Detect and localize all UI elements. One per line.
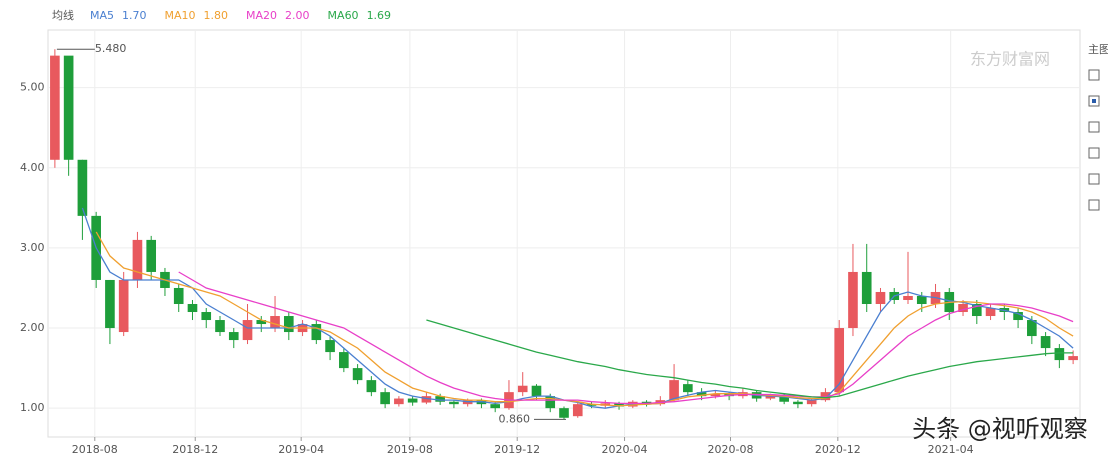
candle-body bbox=[572, 404, 583, 417]
candle-body bbox=[710, 393, 721, 397]
candle-body bbox=[586, 404, 597, 406]
legend-name: MA10 bbox=[165, 9, 196, 22]
candle-body bbox=[435, 396, 445, 402]
plot-frame bbox=[47, 29, 1081, 438]
candle-body bbox=[132, 239, 143, 280]
x-tick-label: 2019-04 bbox=[278, 443, 324, 456]
candle-body bbox=[861, 271, 872, 305]
candle-body bbox=[256, 320, 267, 325]
candle-body bbox=[1054, 348, 1065, 361]
annotation-label: 5.480 bbox=[95, 42, 127, 55]
candle-body bbox=[779, 396, 789, 402]
candle-body bbox=[683, 384, 693, 393]
ma-line bbox=[178, 271, 1074, 405]
candle-body bbox=[1027, 320, 1037, 337]
y-tick-label: 1.00 bbox=[20, 401, 45, 414]
candle-body bbox=[517, 385, 528, 393]
candle-body bbox=[490, 404, 501, 409]
candle-body bbox=[187, 304, 198, 313]
candle-body bbox=[215, 320, 225, 333]
candle-body bbox=[407, 398, 418, 403]
legend-value: 1.80 bbox=[204, 9, 229, 22]
candle-body bbox=[146, 239, 157, 272]
candle-body bbox=[242, 320, 253, 341]
ma-line bbox=[81, 207, 1074, 409]
footer-watermark: 头条 @视听观察 bbox=[912, 415, 1088, 443]
candle-body bbox=[105, 279, 115, 329]
x-tick-label: 2018-12 bbox=[172, 443, 218, 456]
candle-body bbox=[765, 396, 776, 399]
candle-body bbox=[806, 400, 817, 405]
candle-body bbox=[228, 332, 239, 341]
candle-body bbox=[545, 396, 556, 409]
candle-body bbox=[958, 304, 968, 313]
watermark: 东方财富网 bbox=[970, 50, 1050, 69]
candle-body bbox=[325, 340, 335, 353]
candle-body bbox=[875, 291, 886, 305]
legend-value: 1.70 bbox=[122, 9, 147, 22]
candle-body bbox=[201, 312, 212, 321]
candle-body bbox=[63, 55, 74, 160]
panel-checkbox-mark bbox=[1092, 99, 1096, 103]
candle-body bbox=[339, 352, 349, 369]
candle-body bbox=[173, 287, 184, 305]
ma-line bbox=[426, 319, 1074, 399]
x-tick-label: 2019-12 bbox=[494, 443, 540, 456]
x-tick-label: 2020-12 bbox=[815, 443, 861, 456]
y-tick-label: 2.00 bbox=[20, 321, 45, 334]
header-label: 均线 bbox=[52, 8, 74, 22]
candle-body bbox=[118, 279, 129, 333]
candle-body bbox=[311, 324, 322, 341]
candle-body bbox=[77, 159, 88, 216]
candle-body bbox=[971, 304, 982, 317]
panel-checkbox bbox=[1088, 199, 1100, 211]
candle-body bbox=[50, 55, 60, 160]
legend-value: 1.69 bbox=[367, 9, 392, 22]
candle-body bbox=[1068, 356, 1078, 361]
candle-body bbox=[834, 328, 845, 393]
legend-name: MA60 bbox=[328, 9, 359, 22]
candle-body bbox=[366, 380, 377, 393]
candle-body bbox=[614, 403, 624, 407]
candle-body bbox=[820, 392, 831, 401]
candle-body bbox=[1040, 336, 1051, 349]
y-tick-label: 4.00 bbox=[20, 161, 45, 174]
candle-body bbox=[380, 392, 390, 405]
x-tick-label: 2020-08 bbox=[708, 443, 754, 456]
candle-body bbox=[270, 316, 280, 329]
candle-body bbox=[669, 380, 679, 401]
panel-title: 主图 bbox=[1088, 43, 1108, 56]
candle-body bbox=[696, 392, 707, 397]
x-tick-label: 2018-08 bbox=[72, 443, 118, 456]
candle-body bbox=[394, 398, 404, 405]
candle-body bbox=[352, 368, 363, 381]
ma-line bbox=[95, 231, 1074, 407]
y-tick-label: 3.00 bbox=[20, 241, 45, 254]
candle-body bbox=[449, 401, 459, 405]
x-tick-label: 2020-04 bbox=[602, 443, 648, 456]
panel-checkbox bbox=[1088, 69, 1100, 81]
candle-body bbox=[531, 385, 542, 397]
candle-body bbox=[848, 271, 858, 329]
legend-value: 2.00 bbox=[285, 9, 310, 22]
candle-body bbox=[421, 396, 432, 403]
x-tick-label: 2019-08 bbox=[387, 443, 433, 456]
candle-body bbox=[903, 295, 913, 300]
candle-body bbox=[985, 308, 996, 317]
candle-body bbox=[283, 316, 294, 333]
candle-body bbox=[1013, 312, 1023, 321]
candle-body bbox=[916, 295, 927, 305]
legend-name: MA5 bbox=[90, 9, 114, 22]
y-tick-label: 5.00 bbox=[20, 81, 45, 94]
candle-body bbox=[559, 408, 569, 418]
candle-body bbox=[793, 401, 803, 405]
panel-checkbox bbox=[1088, 147, 1100, 159]
annotation-label: 0.860 bbox=[499, 412, 531, 425]
x-tick-label: 2021-04 bbox=[928, 443, 974, 456]
panel-checkbox bbox=[1088, 121, 1100, 133]
panel-checkbox bbox=[1088, 173, 1100, 185]
legend-name: MA20 bbox=[246, 9, 277, 22]
